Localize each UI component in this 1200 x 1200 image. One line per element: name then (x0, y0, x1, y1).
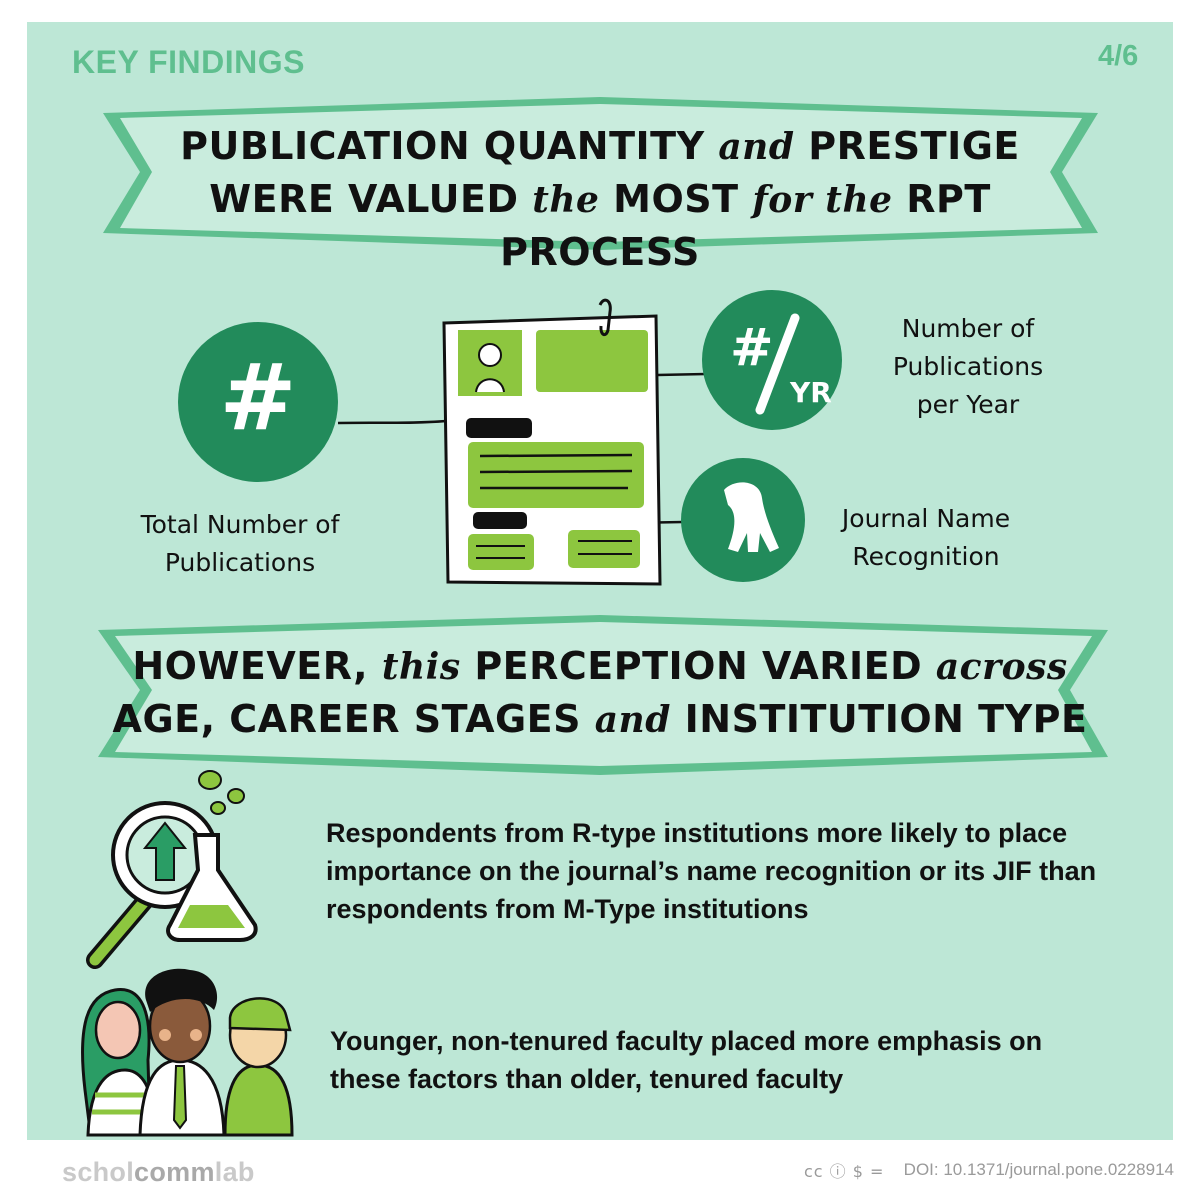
hash-icon (178, 322, 338, 482)
banner-1-line-2: WERE VALUED the MOST for the RPT PROCESS (209, 177, 991, 274)
banner-2 (98, 615, 1108, 775)
label-total-publications: Total Number of Publications (140, 510, 340, 577)
page-indicator: 4/6 (1098, 40, 1139, 72)
label-publications-per-year: Number of Publications per Year (892, 314, 1044, 419)
per-year-hash-glyph: # (730, 318, 774, 378)
recognition-icon (681, 458, 805, 582)
banner-1 (103, 97, 1098, 250)
faculty-people-illustration (81, 968, 294, 1137)
label-journal-name-recognition: Journal Name Recognition (841, 504, 1011, 571)
section-title: KEY FINDINGS (72, 44, 305, 80)
doi-link[interactable]: DOI: 10.1371/journal.pone.0228914 (903, 1160, 1174, 1179)
per-year-icon (702, 290, 842, 430)
cv-document-icon (442, 298, 662, 586)
per-year-yr-glyph: YR (790, 376, 832, 409)
research-magnifier-flask-icon (86, 770, 258, 969)
hash-glyph: # (219, 344, 297, 451)
license-badge: cc ⓘ $ = (804, 1162, 885, 1181)
finding-career-stage: Younger, non-tenured faculty placed more… (330, 1026, 1043, 1094)
banner-2-line-2: AGE, CAREER STAGES and INSTITUTION TYPE (112, 697, 1088, 741)
footer (0, 1140, 1200, 1200)
banner-1-line-1: PUBLICATION QUANTITY and PRESTIGE (180, 124, 1020, 168)
brand-wordmark: scholcommlab (62, 1157, 255, 1187)
banner-2-line-1: HOWEVER, this PERCEPTION VARIED across (132, 644, 1068, 688)
banner-1-title: PUBLICATION QUANTITY and PRESTIGE WERE V… (110, 120, 1090, 278)
banner-2-title: HOWEVER, this PERCEPTION VARIED across A… (110, 640, 1090, 746)
finding-institution-type: Respondents from R-type institutions mor… (326, 818, 1097, 924)
